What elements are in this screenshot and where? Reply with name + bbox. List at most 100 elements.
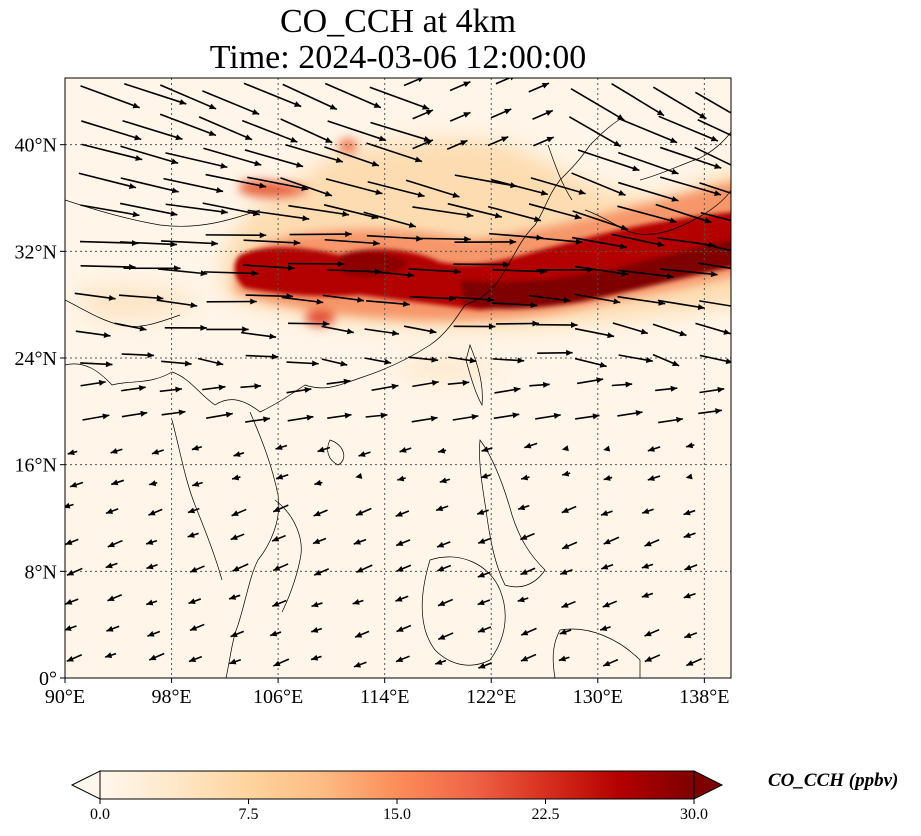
wind-vector-arrow xyxy=(396,564,412,573)
wind-vector-arrow xyxy=(65,625,77,631)
wind-vector-arrow xyxy=(699,182,731,195)
wind-vector-arrow xyxy=(69,481,84,488)
wind-vector-arrow xyxy=(313,568,330,576)
wind-vector-arrow xyxy=(600,563,614,570)
wind-vector-arrow xyxy=(321,358,348,367)
wind-vector-arrow xyxy=(617,117,678,144)
wind-vector-arrow xyxy=(494,386,521,394)
wind-vector-arrow xyxy=(81,120,142,141)
wind-vector-arrow xyxy=(324,146,380,167)
wind-vector-arrow xyxy=(187,507,200,514)
wind-vector-arrow xyxy=(480,473,491,479)
wind-vector-arrow xyxy=(617,269,674,280)
wind-vector-arrow xyxy=(321,325,354,335)
wind-vector-arrow xyxy=(159,84,217,110)
wind-vector-arrow xyxy=(66,567,83,576)
wind-vector-arrow xyxy=(453,323,496,330)
wind-vector-arrow xyxy=(683,532,696,539)
wind-vector-arrow xyxy=(660,268,718,278)
wind-vector-arrow xyxy=(158,268,208,277)
wind-vector-arrow xyxy=(269,630,282,637)
colorbar-ticks xyxy=(99,799,695,804)
wind-vector-arrow xyxy=(647,446,661,452)
wind-vector-arrow xyxy=(243,82,302,108)
wind-vector-arrow xyxy=(369,86,430,110)
wind-vector-arrow xyxy=(322,294,365,303)
wind-vector-arrow xyxy=(244,149,304,168)
wind-vector-arrow xyxy=(353,538,367,545)
wind-vector-arrow xyxy=(287,414,314,422)
wind-vector-arrow xyxy=(652,353,680,367)
wind-vector-arrow xyxy=(364,357,392,365)
wind-vector-arrow xyxy=(110,479,125,486)
wind-vector-arrow xyxy=(358,451,371,457)
wind-vector-arrow xyxy=(530,177,586,195)
wind-vector-arrow xyxy=(561,445,569,452)
wind-vector-arrow xyxy=(205,232,267,239)
wind-vector-arrow xyxy=(570,87,625,121)
wind-vector-arrow xyxy=(478,662,492,669)
wind-vector-arrow xyxy=(110,448,123,454)
wind-vector-arrow xyxy=(477,626,492,633)
wind-vector-arrow xyxy=(78,172,137,189)
wind-vector-arrow xyxy=(436,541,451,548)
wind-vector-arrow xyxy=(366,299,410,307)
wind-vector-arrow xyxy=(189,565,205,573)
wind-vector-arrow xyxy=(659,146,722,169)
wind-vector-arrow xyxy=(353,661,367,668)
wind-vector-arrow xyxy=(491,178,549,196)
wind-vector-arrow xyxy=(641,563,654,569)
wind-vector-arrow xyxy=(189,623,205,632)
wind-vector-arrow xyxy=(528,82,550,93)
wind-vector-arrow xyxy=(574,265,629,277)
wind-vector-arrow xyxy=(198,116,253,141)
wind-vector-arrow xyxy=(520,653,537,662)
wind-vector-arrow xyxy=(454,238,517,245)
wind-vector-arrow xyxy=(686,658,703,667)
colorbar-tick-label: 30.0 xyxy=(680,806,708,823)
wind-vector-arrow xyxy=(203,270,259,277)
wind-vector-arrow xyxy=(435,505,449,512)
wind-vector-arrow xyxy=(683,632,698,639)
wind-vector-arrow xyxy=(356,564,373,574)
latitude-tick-label: 0° xyxy=(39,668,57,690)
wind-vector-arrow xyxy=(452,413,479,421)
wind-vector-arrow xyxy=(529,236,583,245)
wind-vector-arrow xyxy=(493,412,520,420)
wind-vector-arrow xyxy=(487,136,509,147)
wind-vector-arrow xyxy=(408,268,461,275)
wind-vector-arrow xyxy=(611,233,665,248)
wind-vector-arrow xyxy=(491,302,538,309)
wind-vector-arrow xyxy=(247,209,310,222)
colorbar-over-extension xyxy=(693,770,724,800)
wind-vector-arrow xyxy=(520,474,530,481)
wind-vector-arrow xyxy=(477,571,491,578)
latitude-tick-label: 32°N xyxy=(15,241,57,263)
wind-vector-arrow xyxy=(657,299,705,310)
wind-vector-arrow xyxy=(65,598,79,605)
wind-vector-arrow xyxy=(561,541,578,550)
wind-vector-arrow xyxy=(66,654,83,663)
wind-vector-arrow xyxy=(205,411,233,419)
wind-vector-arrow xyxy=(311,627,323,633)
wind-vector-arrow xyxy=(490,108,512,119)
wind-vector-arrow xyxy=(202,384,226,391)
wind-vector-arrow xyxy=(495,78,514,85)
wind-vector-arrow xyxy=(603,445,611,452)
wind-vector-arrow xyxy=(243,239,301,246)
wind-vector-arrow xyxy=(698,262,731,270)
wind-vector-arrow xyxy=(535,321,578,328)
wind-vector-arrow xyxy=(477,599,491,606)
wind-vector-arrow xyxy=(74,292,116,301)
wind-vector-arrow xyxy=(655,385,678,392)
wind-vector-arrow xyxy=(617,205,677,224)
wind-vector-arrow xyxy=(151,448,164,455)
wind-vector-arrow xyxy=(288,320,330,327)
wind-vector-arrow xyxy=(197,357,224,366)
wind-vector-arrow xyxy=(354,630,370,638)
wind-vector-arrow xyxy=(476,509,489,515)
wind-vector-arrow xyxy=(529,381,550,388)
wind-vector-arrow xyxy=(571,172,626,196)
wind-vector-arrow xyxy=(65,538,79,546)
